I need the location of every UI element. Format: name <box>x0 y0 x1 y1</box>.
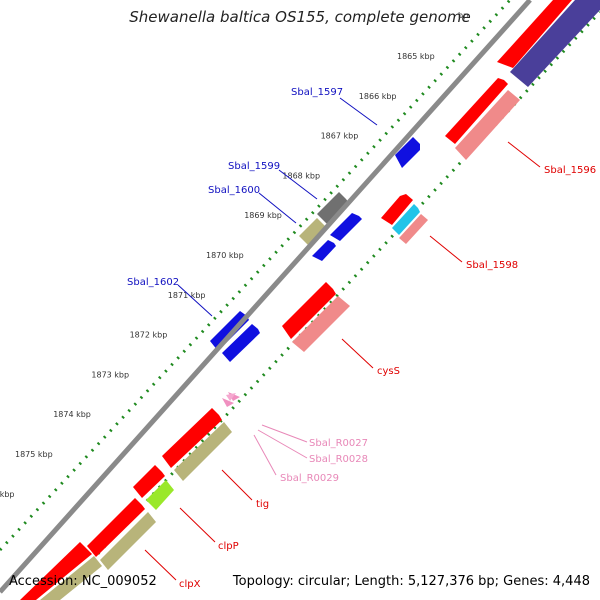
label-sbal-r0028[interactable]: Sbal_R0028 <box>309 454 368 465</box>
ruler-tick-label: 1871 kbp <box>168 291 206 300</box>
ruler-tick-label: 1865 kbp <box>397 52 435 61</box>
gene-sbal-1598-cyan[interactable] <box>392 204 420 235</box>
callout-lines <box>144 97 541 581</box>
gene-sbal-1602a[interactable] <box>210 311 249 351</box>
trna-sbal-r0028[interactable] <box>222 398 234 407</box>
map-title: Shewanella baltica OS155, complete genom… <box>129 8 471 26</box>
gene-lon-shade <box>40 556 102 600</box>
gene-cyss-shade <box>292 296 350 352</box>
gene-lon[interactable] <box>20 542 92 600</box>
gene-sbal-1598[interactable] <box>381 194 413 225</box>
label-sbal-r0027[interactable]: Sbal_R0027 <box>309 438 368 449</box>
ruler-tick-label: 1874 kbp <box>53 410 91 419</box>
feature-labels: Sbal_1597 Sbal_1599 Sbal_1600 Sbal_1602 … <box>127 87 596 590</box>
gene-clpx[interactable] <box>87 498 145 557</box>
gene-clpp-shade <box>146 480 174 510</box>
gene-tig[interactable] <box>162 408 222 468</box>
gene-sbal-1599-shade <box>299 218 328 247</box>
ruler-tick-label: 1875 kbp <box>15 450 53 459</box>
genome-backbone <box>0 0 532 594</box>
gene-sbal-1599[interactable] <box>317 192 349 225</box>
label-sbal-r0029[interactable]: Sbal_R0029 <box>280 473 339 484</box>
genome-summary-text: Topology: circular; Length: 5,127,376 bp… <box>232 574 590 589</box>
gene-sbal-1602b[interactable] <box>222 324 260 362</box>
label-cyss[interactable]: cysS <box>377 366 400 377</box>
label-sbal-1599[interactable]: Sbal_1599 <box>228 161 280 172</box>
gene-sbal-1596[interactable] <box>445 78 508 144</box>
label-clpx[interactable]: clpX <box>179 579 201 590</box>
forward-strand-features <box>222 0 600 407</box>
label-sbal-1600[interactable]: Sbal_1600 <box>208 185 260 196</box>
gene-clpp[interactable] <box>133 465 165 498</box>
gene-sbal-1600[interactable] <box>330 213 362 241</box>
accession-text: Accession: NC_009052 <box>9 574 157 589</box>
ruler-tick-label: 1867 kbp <box>321 132 359 141</box>
label-sbal-1602[interactable]: Sbal_1602 <box>127 277 179 288</box>
ruler-tick-label: 1870 kbp <box>206 251 244 260</box>
ruler-tick-label: 1872 kbp <box>130 331 168 340</box>
gene-cyss[interactable] <box>282 282 336 339</box>
ruler-tick-label: 1866 kbp <box>359 92 397 101</box>
ruler-tick-label: 1868 kbp <box>282 171 320 180</box>
gene-sbal-1600b[interactable] <box>312 240 336 261</box>
gene-top-red[interactable] <box>497 0 572 68</box>
label-sbal-1597[interactable]: Sbal_1597 <box>291 87 343 98</box>
ruler-tick-label: 1873 kbp <box>91 370 129 379</box>
ruler-tick-label: 1869 kbp <box>244 211 282 220</box>
ruler-tick-partial: bp <box>458 11 468 20</box>
gene-tig-shade <box>174 422 232 481</box>
label-clpp[interactable]: clpP <box>218 541 239 552</box>
label-sbal-1596[interactable]: Sbal_1596 <box>544 165 596 176</box>
label-sbal-1598[interactable]: Sbal_1598 <box>466 260 518 271</box>
ruler-outer <box>0 0 512 552</box>
reverse-strand-features <box>20 137 420 600</box>
gene-sbal-1598-shade <box>399 214 428 244</box>
gene-top-navy[interactable] <box>510 0 600 87</box>
label-tig[interactable]: tig <box>256 499 269 510</box>
gene-sbal-1597[interactable] <box>395 137 420 168</box>
gene-clpx-shade <box>100 512 156 570</box>
gene-sbal-1596-shade <box>455 90 520 160</box>
ruler-tick-label: 1876 kbp <box>0 490 15 499</box>
trna-sbal-r0029[interactable] <box>226 393 236 401</box>
ruler-tick-labels: 1865 kbp 1866 kbp 1867 kbp 1868 kbp 1869 kbp… <box>0 52 435 499</box>
